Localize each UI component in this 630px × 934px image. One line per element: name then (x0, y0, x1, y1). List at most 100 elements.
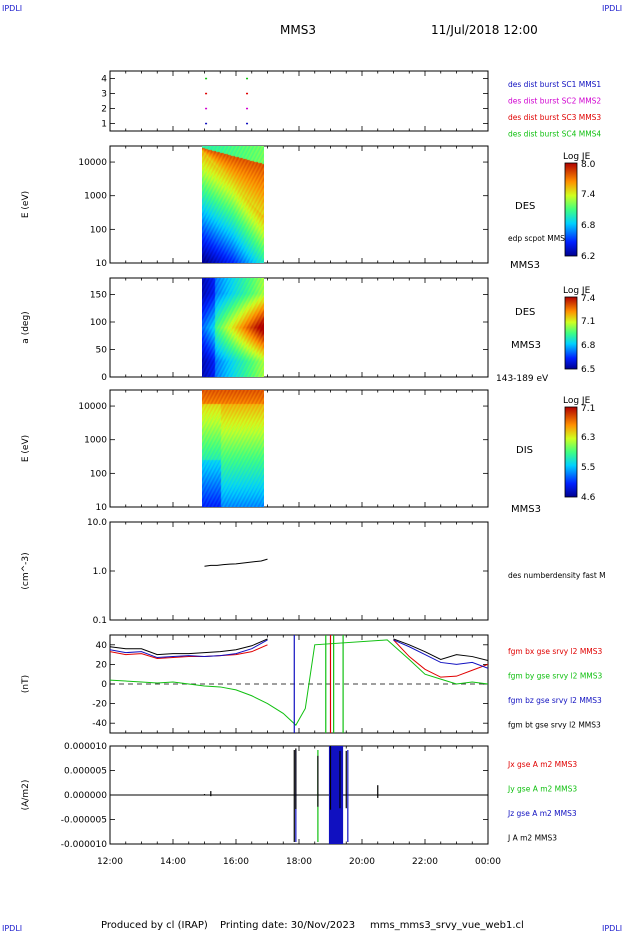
legend-entry: fgm by gse srvy l2 MMS3 (508, 672, 603, 681)
y-tick-label: 10000 (78, 158, 107, 168)
legend-entry: des numberdensity fast M (508, 571, 606, 580)
legend-entry: J A m2 MMS3 (507, 834, 557, 843)
fgm-trace (110, 644, 268, 660)
corner-tag-bottom-right: IPDLI (602, 924, 623, 933)
legend-entry: fgm bz gse srvy l2 MMS3 (508, 696, 602, 705)
time-tick-label: 00:00 (475, 857, 501, 867)
y-tick-label: 150 (90, 291, 107, 301)
colorbar-tick-label: 7.1 (581, 404, 595, 414)
time-tick-label: 12:00 (97, 857, 123, 867)
burst-marker (246, 122, 249, 125)
y-tick-label: 20 (96, 660, 108, 670)
panel-label-dis: DIS (516, 445, 533, 456)
corner-tag-top-right: IPDLI (602, 4, 623, 13)
burst-marker (246, 107, 249, 110)
y-tick-label: 0.000000 (64, 791, 107, 801)
colorbar-title: Log JE (563, 286, 591, 296)
y-tick-label: 4 (101, 75, 107, 85)
panel-label-energy-range: 143-189 eV (496, 374, 549, 384)
density-ylabel: (cm^-3) (21, 552, 31, 589)
y-tick-label: 0 (101, 373, 107, 383)
time-tick-label: 22:00 (412, 857, 438, 867)
corner-tag-bottom-left: IPDLI (2, 924, 23, 933)
current-ylabel: (A/m2) (21, 780, 31, 811)
colorbar-tick-label: 6.3 (581, 433, 595, 443)
y-tick-label: 10.0 (87, 518, 107, 528)
y-tick-label: -0.000005 (61, 816, 107, 826)
y-tick-label: 0.000010 (64, 742, 107, 752)
legend-entry: fgm bx gse srvy l2 MMS3 (508, 647, 603, 656)
y-tick-label: 0 (101, 680, 107, 690)
panel-label-scpot: edp scpot MMS3 (508, 234, 570, 243)
colorbar-tick-label: 6.8 (581, 341, 596, 351)
des-energy-ylabel: E (eV) (21, 191, 31, 218)
des-energy-spectrogram (202, 146, 264, 263)
time-tick-label: 16:00 (223, 857, 249, 867)
footer-printing-date: Printing date: 30/Nov/2023 (220, 920, 356, 931)
dis-energy-panel-frame (109, 389, 489, 508)
colorbar-tick-label: 7.4 (581, 190, 596, 200)
burst-panel-frame (109, 70, 489, 132)
y-tick-label: 10000 (78, 402, 107, 412)
y-tick-label: 1.0 (93, 567, 108, 577)
legend-entry: des dist burst SC2 MMS2 (508, 97, 601, 106)
des-energy-panel-frame (109, 145, 489, 264)
y-tick-label: 0.1 (93, 616, 107, 626)
y-tick-label: 100 (90, 469, 107, 479)
footer-produced-by: Produced by cl (IRAP) (101, 920, 208, 931)
dis-energy-spectrogram (202, 390, 264, 507)
fgm-ylabel: (nT) (21, 675, 31, 693)
y-tick-label: 40 (96, 641, 108, 651)
fgm-trace (110, 638, 268, 656)
des-pitch-ylabel: a (deg) (21, 311, 31, 343)
panel-label-mms3: MMS3 (511, 340, 541, 351)
density-line (204, 558, 268, 567)
des-pitch-panel-frame (109, 277, 489, 378)
fgm-trace (393, 638, 488, 661)
colorbar (564, 296, 578, 370)
time-tick-label: 18:00 (286, 857, 312, 867)
dis-energy-ylabel: E (eV) (21, 435, 31, 462)
y-tick-label: -0.000010 (61, 840, 107, 850)
y-tick-label: -40 (92, 719, 107, 729)
fgm-trace (393, 639, 488, 678)
time-tick-label: 20:00 (349, 857, 375, 867)
legend-entry: Jx gse A m2 MMS3 (507, 760, 577, 769)
y-tick-label: 0.000005 (64, 767, 107, 777)
fgm-traces (110, 635, 488, 733)
legend-entry: des dist burst SC3 MMS3 (508, 113, 601, 122)
panel-label-des: DES (515, 307, 535, 318)
corner-tag-top-left: IPDLI (2, 4, 23, 13)
fgm-trace (110, 639, 268, 659)
current-traces (110, 746, 488, 844)
y-tick-label: 1 (101, 120, 107, 130)
y-tick-label: -20 (92, 700, 107, 710)
colorbar-title: Log JE (563, 152, 591, 162)
y-tick-label: 50 (96, 346, 108, 356)
legend-entry: des dist burst SC4 MMS4 (508, 130, 601, 139)
time-tick-label: 14:00 (160, 857, 186, 867)
fgm-trace (110, 639, 488, 726)
y-tick-label: 1000 (84, 436, 107, 446)
burst-marker (205, 92, 208, 95)
mission-title: MMS3 (280, 23, 316, 37)
panel-label-mms3: MMS3 (510, 260, 540, 271)
burst-marker (205, 77, 208, 80)
burst-marker (205, 107, 208, 110)
burst-marker (246, 92, 249, 95)
colorbar-tick-label: 6.2 (581, 252, 595, 262)
legend-entry: Jy gse A m2 MMS3 (507, 785, 577, 794)
y-tick-label: 100 (90, 225, 107, 235)
colorbar-tick-label: 6.8 (581, 221, 596, 231)
plot-date: 11/Jul/2018 12:00 (431, 23, 538, 37)
footer-filename: mms_mms3_srvy_vue_web1.cl (370, 920, 524, 931)
colorbar-tick-label: 6.5 (581, 365, 595, 375)
colorbar-tick-label: 7.4 (581, 294, 596, 304)
burst-marker (205, 122, 208, 125)
y-tick-label: 2 (101, 105, 107, 115)
density-panel-frame (109, 521, 489, 621)
panel-label-des: DES (515, 201, 535, 212)
des-pitch-spectrogram (202, 278, 264, 377)
fgm-trace (393, 639, 488, 669)
